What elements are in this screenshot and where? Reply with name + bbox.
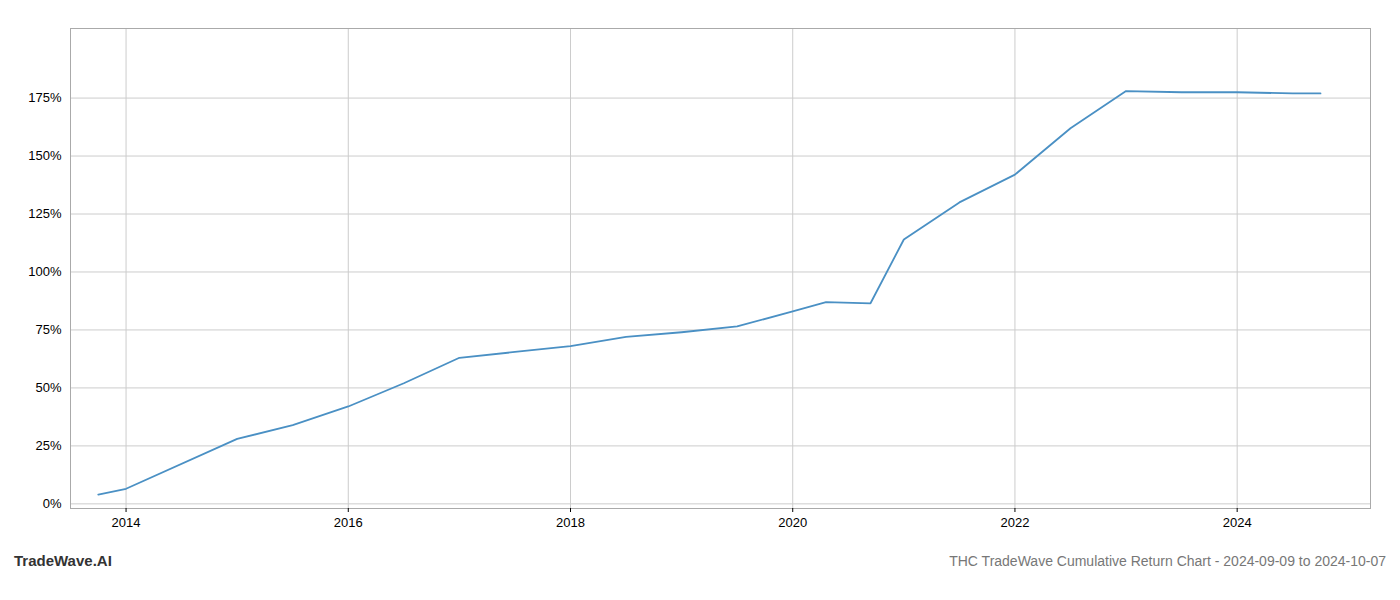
svg-text:25%: 25%: [35, 438, 61, 453]
html-text:THC TradeWave Cumulative Retur: THC TradeWave Cumulative Return Chart - …: [949, 553, 1386, 569]
svg-text:100%: 100%: [28, 264, 62, 279]
svg-text:2022: 2022: [1000, 515, 1029, 530]
svg-text:2014: 2014: [112, 515, 141, 530]
svg-text:50%: 50%: [35, 380, 61, 395]
svg-text:2016: 2016: [334, 515, 363, 530]
svg-text:175%: 175%: [28, 90, 62, 105]
svg-text:2020: 2020: [778, 515, 807, 530]
svg-text:75%: 75%: [35, 322, 61, 337]
svg-text:2024: 2024: [1223, 515, 1252, 530]
html-text:TradeWave.AI: TradeWave.AI: [14, 552, 112, 569]
svg-text:150%: 150%: [28, 148, 62, 163]
svg-text:2018: 2018: [556, 515, 585, 530]
svg-text:125%: 125%: [28, 206, 62, 221]
svg-text:0%: 0%: [43, 496, 62, 511]
